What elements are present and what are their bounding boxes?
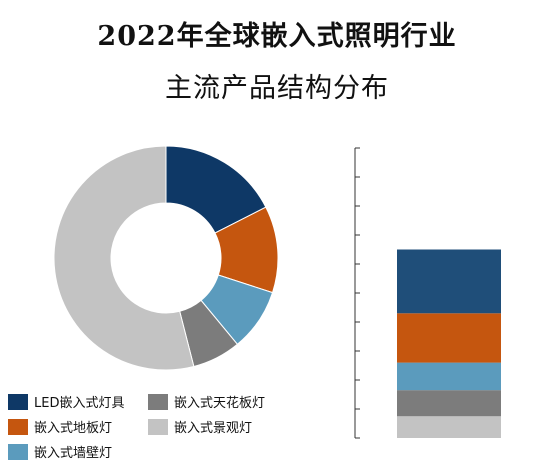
- chart-title-line2: 主流产品结构分布: [165, 73, 389, 104]
- stacked-bar-segment-1: [397, 390, 501, 417]
- legend-item-landscape: 嵌入式景观灯: [148, 417, 298, 436]
- legend-swatch: [8, 393, 28, 410]
- legend-label: 嵌入式天花板灯: [174, 396, 266, 411]
- legend-swatch: [148, 418, 168, 435]
- stacked-bar-segment-4: [397, 249, 501, 314]
- legend-label: LED嵌入式灯具: [34, 396, 125, 411]
- legend-item-led: LED嵌入式灯具: [8, 392, 148, 411]
- legend-label: 嵌入式景观灯: [174, 421, 253, 436]
- legend-swatch: [148, 393, 168, 410]
- legend-swatch: [8, 443, 28, 460]
- legend-item-floor: 嵌入式地板灯: [8, 417, 148, 436]
- legend: LED嵌入式灯具 嵌入式天花板灯 嵌入式地板灯 嵌入式景观灯 嵌入式墙壁灯: [8, 392, 308, 461]
- chart-title-line1: 2022年全球嵌入式照明行业: [97, 21, 457, 52]
- stacked-bar-segment-3: [397, 313, 501, 363]
- stacked-bar-segment-2: [397, 362, 501, 391]
- donut-slice-4: [53, 145, 195, 371]
- legend-label: 嵌入式地板灯: [34, 421, 113, 436]
- legend-swatch: [8, 418, 28, 435]
- legend-item-ceiling: 嵌入式天花板灯: [148, 392, 298, 411]
- legend-label: 嵌入式墙壁灯: [34, 446, 113, 461]
- legend-item-wall: 嵌入式墙壁灯: [8, 442, 148, 461]
- stacked-bar-segment-0: [397, 416, 501, 438]
